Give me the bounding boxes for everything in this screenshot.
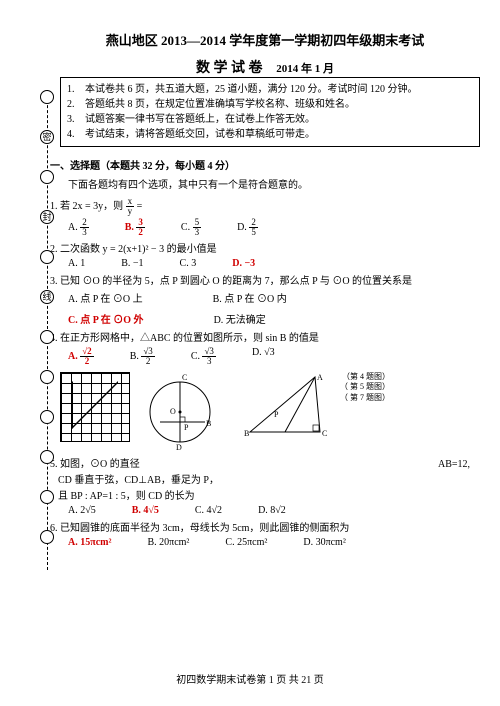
svg-text:C: C [322,429,327,438]
svg-text:A: A [317,373,323,382]
binding-column: 密 封 线 [38,90,56,570]
question-2: 2. 二次函数 y = 2(x+1)² − 3 的最小值是 [50,243,480,256]
bind-circle [40,330,54,344]
bind-label-xian: 线 [40,290,54,304]
svg-text:B: B [206,419,211,428]
bind-circle [40,530,54,544]
section-head: 一、选择题（本题共 32 分，每小题 4 分） [50,157,480,172]
bind-circle [40,90,54,104]
question-5c: 且 BP : AP=1 : 5，则 CD 的长为 [58,490,480,503]
choices-5: A. 2√5 B. 4√5 C. 4√2 D. 8√2 [68,505,480,516]
notice-item: 本试卷共 6 页，共五道大题，25 道小题，满分 120 分。考试时间 120 … [85,82,418,97]
svg-text:C: C [182,373,187,382]
svg-text:P: P [274,410,279,419]
notice-item: 答题纸共 8 页，在规定位置准确填写学校名称、班级和姓名。 [85,97,355,112]
svg-text:O: O [170,407,176,416]
bind-circle [40,250,54,264]
bind-circle [40,410,54,424]
notice-item: 考试结束，请将答题纸交回，试卷和草稿纸可带走。 [85,127,315,142]
choices-2: A. 1 B. −1 C. 3 D. −3 [68,258,480,269]
question-6: 6. 已知圆锥的底面半径为 3cm，母线长为 5cm，则此圆锥的侧面积为 [50,522,480,535]
bind-circle [40,170,54,184]
circle-figure: C O P B D [140,372,230,452]
question-1: 1. 若 2x = 3y，则 xy = [50,197,480,216]
triangle-figure: A B C P [240,372,330,442]
bind-circle [40,370,54,384]
svg-text:P: P [184,423,189,432]
bind-label-mi: 密 [40,130,54,144]
grid-figure [60,372,130,442]
notice-item: 试题答案一律书写在答题纸上，在试卷上作答无效。 [85,112,315,127]
svg-text:B: B [244,429,249,438]
choices-3a: A. 点 P 在 ⊙O 上 B. 点 P 在 ⊙O 内 [68,290,480,305]
figure-labels: （第 4 题图） （ 第 5 题图） （ 第 7 题图） [340,372,390,403]
choices-3b: C. 点 P 在 ⊙O 外 D. 无法确定 [68,311,480,326]
sub-title: 数 学 试 卷 [196,61,263,76]
notice-box: 1.本试卷共 6 页，共五道大题，25 道小题，满分 120 分。考试时间 12… [60,77,480,147]
section-note: 下面各题均有四个选项，其中只有一个是符合题意的。 [68,176,480,191]
question-5: 5. 如图，⊙O 的直径 AB=12, [50,458,480,471]
main-title: 燕山地区 2013—2014 学年度第一学期初四年级期末考试 [50,30,480,49]
choices-1: A. 23 B. 32 C. 53 D. 25 [68,218,480,237]
question-5b: CD 垂直于弦，CD⊥AB，垂足为 P， [58,474,480,487]
choices-6: A. 15πcm² B. 20πcm² C. 25πcm² D. 30πcm² [68,537,480,548]
svg-text:D: D [176,443,182,452]
exam-date: 2014 年 1 月 [276,63,334,75]
figure-row: C O P B D A B C P （第 4 题图） （ 第 5 题图） （ 第 [60,372,480,452]
bind-circle [40,490,54,504]
page-footer: 初四数学期末试卷第 1 页 共 21 页 [0,671,500,686]
question-3: 3. 已知 ⊙O 的半径为 5，点 P 到圆心 O 的距离为 7，那么点 P 与… [50,275,480,288]
bind-circle [40,450,54,464]
choices-4: A. √22 B. √32 C. √33 D. √3 [68,347,480,366]
bind-label-feng: 封 [40,210,54,224]
